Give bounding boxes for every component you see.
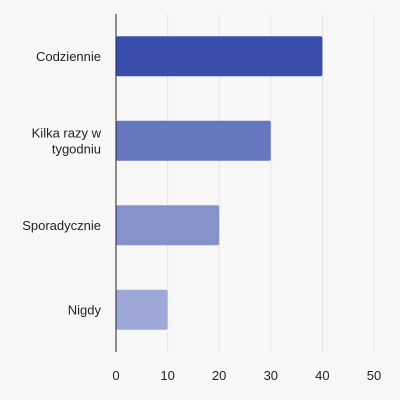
bar-4 <box>116 289 168 330</box>
category-label: Sporadycznie <box>22 218 101 233</box>
x-tick-label: 20 <box>212 368 226 383</box>
x-tick-label: 40 <box>315 368 329 383</box>
x-tick-label: 50 <box>367 368 381 383</box>
x-tick-label: 30 <box>264 368 278 383</box>
category-label: Kilka razy w tygodniu <box>32 125 102 156</box>
category-label: Codziennie <box>36 49 101 64</box>
category-label-line: Codziennie <box>36 49 101 64</box>
x-tick-labels: 0 10 20 30 40 50 <box>112 368 381 383</box>
bar-3 <box>116 205 220 246</box>
bar-1 <box>116 36 323 77</box>
bars <box>116 36 323 330</box>
category-label-line: Kilka razy w <box>32 125 102 140</box>
x-tick-label: 10 <box>160 368 174 383</box>
category-label-line: Nigdy <box>68 302 102 317</box>
category-labels: Codziennie Kilka razy w tygodniu Sporadyczn… <box>22 49 101 318</box>
bar-2 <box>116 120 271 161</box>
category-label-line: tygodniu <box>52 141 101 156</box>
category-label-line: Sporadycznie <box>22 218 101 233</box>
category-label: Nigdy <box>68 302 102 317</box>
x-tick-label: 0 <box>112 368 119 383</box>
